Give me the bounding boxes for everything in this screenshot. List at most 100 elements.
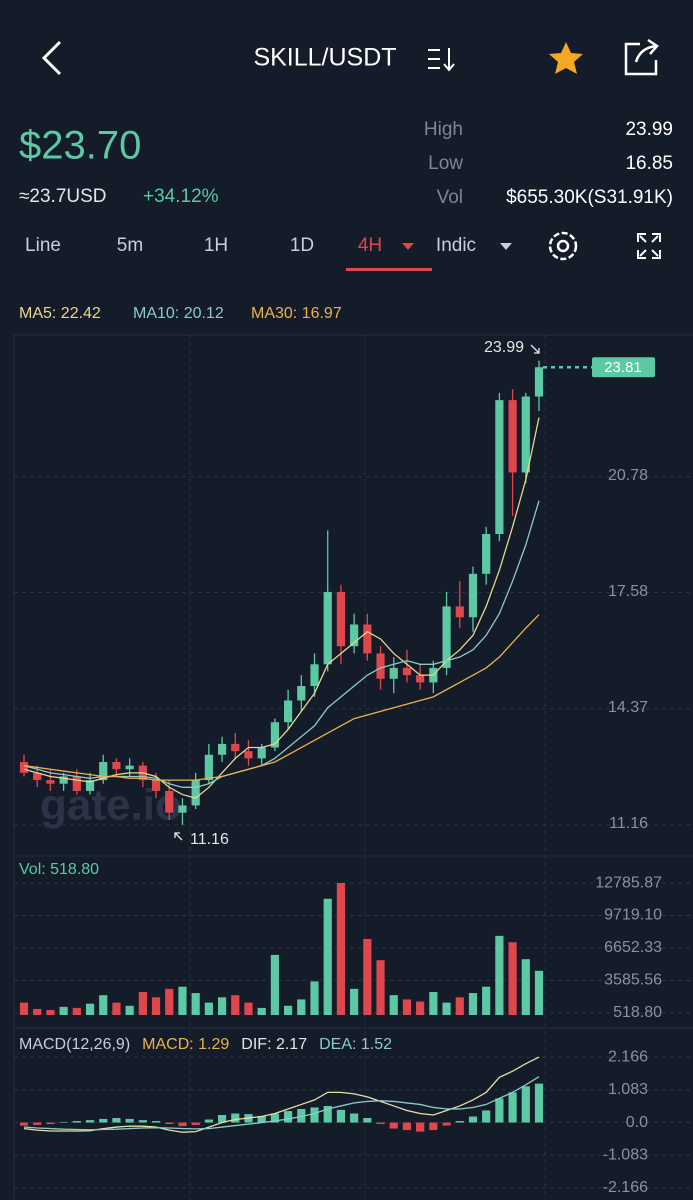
back-button[interactable] <box>41 40 62 76</box>
volume-bar <box>46 1010 55 1015</box>
candle-body <box>455 606 464 618</box>
candle-body <box>442 606 451 668</box>
watermark: gate.io <box>40 781 182 830</box>
candle-body <box>482 534 491 574</box>
macd-bar <box>376 1122 385 1125</box>
switch-icon[interactable] <box>428 48 455 72</box>
candle-body <box>178 805 187 813</box>
volume-bar <box>178 986 187 1015</box>
volume-bar <box>284 1005 293 1015</box>
ma-legend: MA5: 22.42 <box>19 305 101 322</box>
macd-bar <box>46 1122 55 1125</box>
candle-body <box>534 367 544 397</box>
macd-bar <box>336 1109 346 1123</box>
candle-body <box>389 667 398 679</box>
macd-bar <box>350 1113 359 1123</box>
candle-body <box>521 396 530 473</box>
macd-bar <box>310 1107 319 1123</box>
interval-tab[interactable]: Line <box>25 235 61 256</box>
candle-body <box>508 400 517 473</box>
candle-body <box>125 765 134 770</box>
last-price-label: 23.81 <box>604 359 642 376</box>
active-underline <box>346 268 432 271</box>
candle-body <box>376 653 385 679</box>
volume-bar <box>336 883 346 1015</box>
volume-bar <box>310 981 319 1015</box>
macd-bar <box>19 1122 29 1126</box>
y-tick-label: -1.083 <box>603 1146 648 1163</box>
candle-body <box>336 591 346 647</box>
candle-body <box>112 762 121 770</box>
candle-body <box>297 686 306 701</box>
indicator-line <box>23 1056 540 1133</box>
macd-bar <box>33 1122 42 1125</box>
volume-bar <box>429 992 438 1015</box>
volume-bar <box>191 993 200 1015</box>
candle-body <box>165 790 174 813</box>
volume-bar <box>442 1002 451 1015</box>
volume-bar <box>508 942 517 1015</box>
macd-bar <box>191 1122 200 1125</box>
candle-body <box>270 722 279 748</box>
stat-value: $655.30K(S31.91K) <box>506 187 673 208</box>
dropdown-arrow[interactable] <box>402 243 414 250</box>
favorite-star[interactable] <box>549 42 583 74</box>
macd-legend: DIF: 2.17 <box>241 1036 307 1053</box>
macd-bar <box>165 1122 174 1125</box>
candle-body <box>151 780 161 791</box>
candle-body <box>46 780 55 784</box>
volume-bar <box>323 898 332 1015</box>
candle-body <box>204 754 213 781</box>
macd-bar <box>125 1118 134 1123</box>
volume-bar <box>482 986 491 1015</box>
y-tick-label: 11.16 <box>609 815 648 832</box>
macd-bar <box>99 1118 108 1123</box>
candle-body <box>284 700 293 723</box>
interval-tab[interactable]: 4H <box>358 235 382 256</box>
dropdown-arrow[interactable] <box>500 243 512 250</box>
indicator-line <box>23 1076 540 1131</box>
volume-bar <box>455 997 464 1015</box>
macd-bar <box>442 1122 451 1126</box>
interval-tab[interactable]: Indic <box>436 235 476 256</box>
interval-tab[interactable]: 1H <box>204 235 228 256</box>
candle-body <box>468 573 478 618</box>
volume-legend: Vol: 518.80 <box>19 861 99 878</box>
candle-body <box>495 400 504 535</box>
macd-bar <box>389 1122 398 1129</box>
stat-label: High <box>424 119 463 140</box>
macd-bar <box>416 1122 425 1132</box>
candle-body <box>323 591 332 665</box>
change-percent: +34.12% <box>143 186 219 207</box>
volume-bar <box>534 970 544 1015</box>
macd-bar <box>429 1122 438 1131</box>
candle-body <box>416 675 425 683</box>
volume-bar <box>270 954 279 1015</box>
macd-bar <box>217 1115 227 1123</box>
volume-bar <box>138 992 147 1015</box>
volume-bar <box>85 1003 95 1015</box>
last-price: $23.70 <box>19 124 141 168</box>
macd-bar <box>138 1120 147 1123</box>
interval-tab[interactable]: 5m <box>117 235 143 256</box>
volume-bar <box>495 935 504 1015</box>
stat-label: Vol <box>437 187 463 208</box>
y-tick-label: 14.37 <box>608 699 648 716</box>
volume-bar <box>244 1002 253 1015</box>
share-icon[interactable] <box>624 38 659 76</box>
pair-title[interactable]: SKILL/USDT <box>253 44 396 72</box>
candle-body <box>244 751 253 759</box>
interval-tab[interactable]: 1D <box>290 235 314 256</box>
macd-bar <box>178 1122 187 1127</box>
macd-bar <box>495 1098 504 1123</box>
volume-bar <box>416 1001 425 1015</box>
candle-body <box>85 780 95 791</box>
volume-bar <box>468 993 478 1015</box>
volume-bar <box>257 1007 266 1015</box>
macd-bar <box>112 1118 121 1123</box>
settings-icon[interactable] <box>548 231 578 261</box>
fullscreen-icon[interactable] <box>637 233 661 259</box>
interval-tabs: Line 5m 1H 1D 4H Indic <box>25 235 476 271</box>
y-tick-label: 3585.56 <box>604 972 662 989</box>
